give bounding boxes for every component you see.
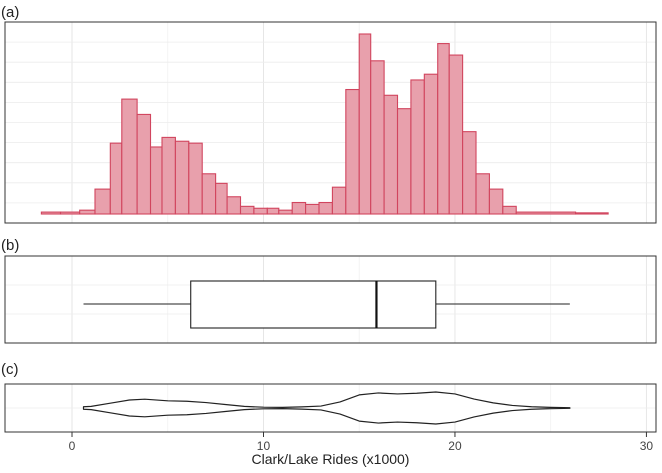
histogram-bar — [331, 186, 347, 215]
histogram-bar — [437, 43, 450, 215]
boxplot — [83, 280, 570, 329]
histogram-bar — [226, 196, 242, 215]
histogram-bar — [121, 98, 138, 215]
histogram-gridlines — [5, 22, 656, 223]
histogram-bar — [488, 188, 504, 215]
x-axis: 0 10 20 30 — [69, 432, 654, 453]
histogram-bar — [201, 173, 217, 215]
x-axis-tick-label: 20 — [448, 439, 462, 453]
histogram-panel-border — [4, 21, 657, 224]
histogram-bar — [370, 60, 385, 215]
histogram-bar — [94, 188, 111, 215]
histogram-panel: (a) — [1, 4, 657, 224]
histogram-bar — [109, 142, 123, 215]
histogram-bar — [188, 142, 203, 215]
histogram-bar — [253, 207, 268, 215]
histogram-bar — [515, 211, 577, 215]
panel-label-a: (a) — [1, 4, 19, 21]
violin-plot — [82, 391, 571, 425]
histogram-bar — [59, 211, 81, 215]
histogram-bar — [79, 209, 96, 215]
histogram-bar — [575, 212, 609, 215]
histogram-bar — [40, 211, 62, 215]
boxplot-panel: (b) — [1, 237, 657, 344]
histogram-bar — [305, 203, 320, 215]
violin-panel: (c) — [1, 361, 657, 433]
histogram-bar — [345, 88, 360, 215]
histogram-bar — [266, 207, 280, 215]
histogram-bar — [462, 131, 477, 215]
x-axis-label: Clark/Lake Rides (x1000) — [252, 451, 410, 467]
violin-shape — [82, 391, 571, 425]
histogram-bar — [358, 33, 372, 215]
panel-label-c: (c) — [1, 361, 19, 378]
histogram-bar — [410, 79, 425, 215]
histogram-bar — [174, 140, 190, 215]
x-axis-tick-label: 30 — [640, 439, 654, 453]
histogram-bar — [215, 182, 228, 215]
boxplot-panel-border — [4, 255, 657, 344]
histogram-bar — [278, 209, 293, 215]
histogram-bar — [149, 146, 163, 215]
histogram-bar — [318, 201, 333, 215]
panel-label-b: (b) — [1, 237, 19, 254]
histogram-bars — [40, 33, 609, 215]
histogram-bar — [396, 108, 412, 215]
histogram-bar — [383, 94, 399, 215]
histogram-bar — [136, 113, 152, 215]
histogram-bar — [161, 136, 176, 215]
violin-panel-border — [4, 383, 657, 433]
boxplot-box — [190, 280, 437, 329]
histogram-bar — [291, 201, 307, 215]
x-axis-tick-label: 0 — [69, 439, 76, 453]
histogram-bar — [423, 73, 439, 215]
histogram-bar — [502, 205, 517, 215]
x-axis-tick-label: 10 — [257, 439, 271, 453]
histogram-bar — [448, 54, 464, 215]
histogram-bar — [475, 173, 490, 215]
histogram-bar — [239, 205, 255, 215]
